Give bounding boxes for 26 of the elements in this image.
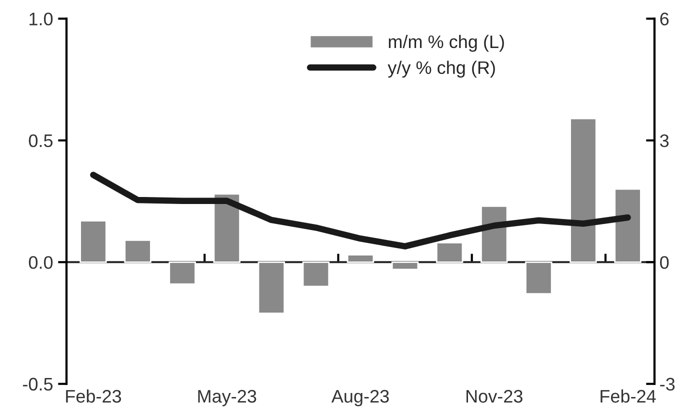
bar [258,261,286,314]
y2-tick-label: 0 [660,256,669,269]
y2-tick-label: -3 [660,378,675,391]
legend-label: y/y % chg (R) [388,60,495,78]
y2-tick-label: 6 [660,12,669,26]
legend-label: m/m % chg (L) [388,34,504,52]
bar [391,261,419,270]
x-tick-label: Aug-23 [331,390,389,406]
x-tick-label: Nov-23 [466,390,522,403]
y-tick-label: 1.0 [30,12,53,26]
bar [124,240,152,263]
x-tick-label: Feb-23 [66,389,122,403]
x-tick-label: May-23 [198,390,256,406]
y2-tick-label: 3 [660,134,669,148]
bar [80,220,107,263]
bar [525,261,552,294]
bar [436,242,464,263]
bar [346,254,374,263]
x-tick-label: Feb-24 [600,389,656,403]
y-tick-label: -0.5 [23,378,53,391]
bar [570,118,597,263]
y-tick-label: 0.5 [28,134,53,148]
y-tick-label: 0.0 [28,256,53,269]
bar [168,261,196,285]
bar [302,261,330,288]
bar [614,188,642,263]
